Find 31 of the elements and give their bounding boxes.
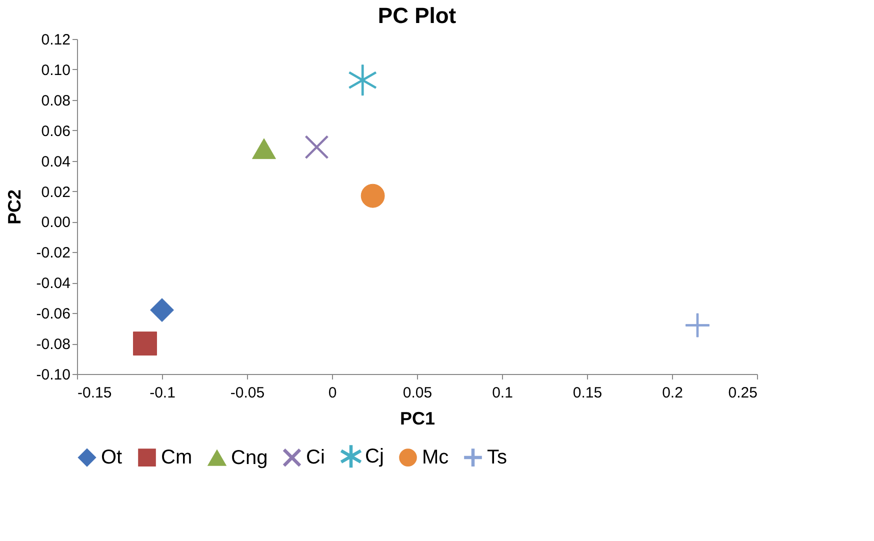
y-tick-label: -0.08 bbox=[36, 336, 70, 354]
y-tick-label: 0.04 bbox=[41, 153, 70, 170]
y-tick-label: 0.08 bbox=[41, 92, 70, 110]
legend-label: Cng bbox=[231, 447, 268, 470]
x-tick-label: -0.1 bbox=[150, 384, 176, 402]
legend-label: Cm bbox=[161, 446, 192, 469]
legend-label: Cj bbox=[365, 445, 384, 468]
y-tick-label: 0.02 bbox=[41, 184, 70, 201]
y-tick-label: 0.10 bbox=[41, 62, 70, 79]
x-tick-label: 0.15 bbox=[572, 384, 602, 402]
x-tick-label: -0.05 bbox=[230, 384, 265, 402]
x-tick-label: 0 bbox=[328, 384, 337, 402]
y-tick-label: 0.06 bbox=[41, 122, 70, 140]
y-tick-label: -0.06 bbox=[36, 306, 70, 323]
x-axis-title: PC1 bbox=[400, 408, 436, 428]
y-tick-label: 0.12 bbox=[41, 32, 70, 48]
x-tick-label: 0.25 bbox=[728, 384, 758, 402]
y-tick-label: 0.00 bbox=[41, 214, 70, 232]
legend-label: Ts bbox=[487, 446, 507, 469]
chart-title: PC Plot bbox=[378, 3, 457, 28]
x-tick-label: 0.2 bbox=[662, 384, 683, 402]
y-tick-label: -0.02 bbox=[36, 244, 70, 262]
x-tick-label: 0.1 bbox=[492, 384, 513, 402]
x-tick-label: -0.15 bbox=[78, 384, 112, 402]
y-axis-title: PC2 bbox=[4, 189, 24, 225]
legend-label: Ot bbox=[101, 446, 123, 469]
y-tick-label: -0.04 bbox=[36, 275, 70, 292]
x-tick-label: 0.05 bbox=[402, 384, 432, 402]
y-tick-label: -0.10 bbox=[36, 366, 70, 384]
legend-label: Ci bbox=[306, 446, 325, 469]
legend-label: Mc bbox=[422, 446, 449, 469]
